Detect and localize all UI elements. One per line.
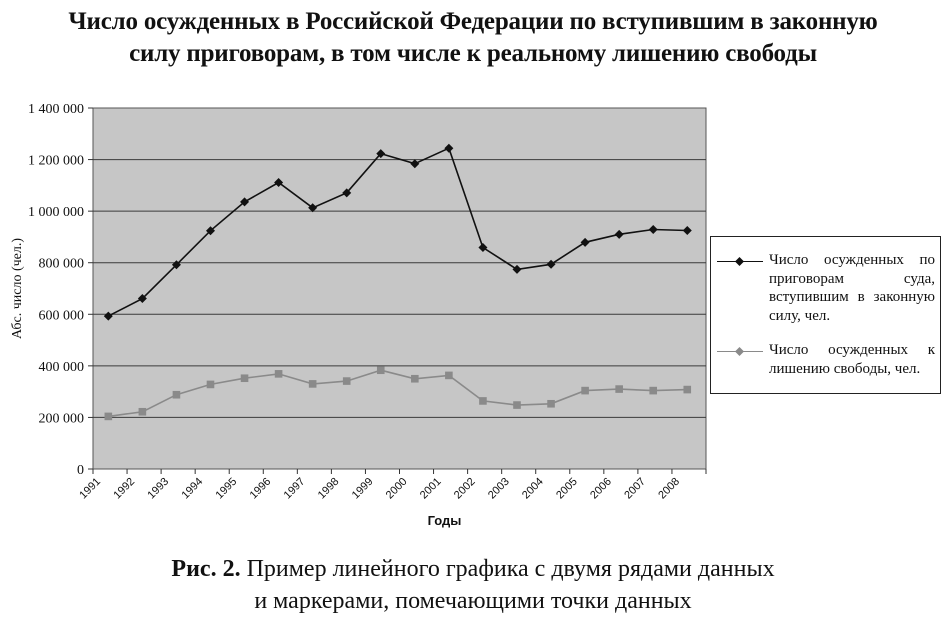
data-point-diamond — [410, 159, 420, 169]
x-tick-label: 1997 — [282, 476, 308, 502]
plot-area: 0 200 000 400 000 600 000 800 000 1 000 000 1 … — [10, 102, 707, 528]
y-tick-label: 0 — [77, 463, 84, 478]
data-point-square — [479, 397, 487, 405]
data-point-diamond — [240, 197, 250, 207]
x-tick-label: 1994 — [179, 476, 205, 502]
chart-title-line2: силу приговорам, в том числе к реальному… — [129, 40, 817, 67]
x-tick-label: 1993 — [145, 476, 171, 502]
diamond-marker-icon — [735, 257, 744, 266]
y-tick-label: 1 200 000 — [28, 154, 84, 169]
x-tick-label: 1992 — [111, 476, 137, 502]
data-point-square — [445, 371, 453, 380]
data-point-diamond — [171, 260, 181, 270]
data-point-square — [376, 366, 385, 375]
x-tick-label: 2005 — [554, 476, 580, 502]
data-point-square — [240, 374, 249, 383]
data-point-square — [513, 401, 521, 409]
data-point-diamond — [546, 259, 556, 269]
series-2-line — [108, 369, 688, 418]
y-tick-label: 600 000 — [39, 308, 85, 323]
x-tick-label: 2008 — [656, 476, 682, 502]
y-axis-label: Абс. число (чел.) — [10, 238, 25, 339]
x-tick-label: 2003 — [486, 476, 512, 502]
diamond-marker-icon — [735, 347, 744, 356]
chart-title-line1: Число осужденных в Российской Федерации … — [68, 8, 878, 35]
y-tick-label: 1 400 000 — [28, 102, 84, 117]
data-point-diamond — [444, 143, 454, 153]
data-point-diamond — [580, 237, 590, 247]
data-point-diamond — [308, 203, 318, 213]
figure-caption: Рис. 2. Пример линейного графика с двумя… — [0, 553, 946, 617]
x-tick-label: 1991 — [77, 476, 103, 502]
data-point-square — [172, 390, 181, 399]
caption-label: Рис. 2. — [171, 556, 241, 582]
data-point-square — [308, 380, 317, 388]
data-point-diamond — [478, 243, 488, 253]
x-tick-label: 2007 — [622, 476, 648, 502]
y-tick-label: 1 000 000 — [28, 205, 84, 220]
caption-line1: Рис. 2. Пример линейного графика с двумя… — [0, 553, 946, 585]
data-point-diamond — [512, 264, 522, 274]
x-tick-label: 2004 — [520, 476, 546, 502]
data-point-square — [104, 412, 113, 421]
data-point-square — [683, 385, 692, 394]
data-point-diamond — [205, 226, 215, 236]
data-point-square — [342, 377, 351, 385]
data-point-square — [138, 407, 147, 416]
x-tick-label: 1996 — [248, 476, 274, 502]
data-point-diamond — [682, 225, 692, 235]
y-tick-label: 200 000 — [39, 411, 85, 426]
x-tick-label: 1999 — [350, 476, 376, 502]
data-point-square — [615, 385, 623, 393]
y-tick-label: 800 000 — [39, 257, 85, 272]
data-point-square — [274, 370, 283, 378]
legend-label-2: Число осужденных к лишению свободы, чел. — [769, 342, 935, 377]
data-point-square — [581, 386, 589, 395]
line-chart: 0 200 000 400 000 600 000 800 000 1 000 000 1 … — [10, 102, 707, 528]
data-point-diamond — [614, 229, 624, 239]
data-point-diamond — [103, 311, 113, 321]
data-point-square — [411, 374, 419, 383]
y-tick-label: 400 000 — [39, 360, 85, 375]
chart-title: Число осужденных в Российской Федерации … — [0, 6, 946, 70]
x-tick-label: 2001 — [418, 476, 444, 502]
x-tick-label: 1995 — [214, 476, 240, 502]
x-axis-label: Годы — [428, 513, 462, 528]
caption-line2: и маркерами, помечающими точки данных — [254, 588, 692, 614]
x-tick-label: 2006 — [588, 476, 614, 502]
x-tick-label: 1998 — [316, 476, 342, 502]
x-tick-label: 2002 — [452, 476, 478, 502]
data-point-diamond — [376, 149, 386, 159]
data-point-diamond — [137, 294, 147, 304]
data-point-square — [206, 380, 215, 389]
data-point-square — [547, 399, 555, 408]
data-point-diamond — [274, 178, 284, 188]
series-1-line — [107, 147, 688, 317]
data-point-diamond — [342, 188, 352, 198]
legend-label-1: Число осужденных по приговорам суда, вст… — [769, 252, 935, 324]
legend: Число осужденных по приговорам суда, вст… — [710, 236, 941, 394]
plot-background — [92, 107, 707, 470]
data-point-diamond — [648, 224, 658, 234]
x-tick-label: 2000 — [384, 476, 410, 502]
caption-text-1: Пример линейного графика с двумя рядами … — [246, 556, 775, 582]
data-point-square — [649, 386, 658, 395]
